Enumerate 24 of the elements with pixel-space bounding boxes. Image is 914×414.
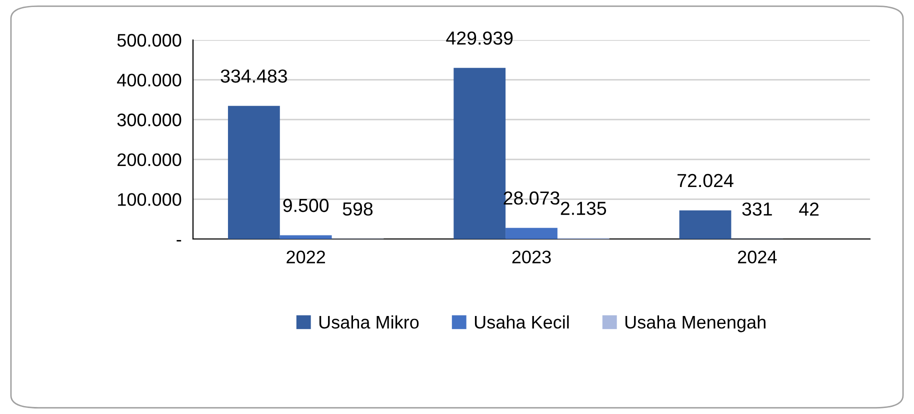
data-label: 331 — [742, 202, 772, 216]
y-tick-label: - — [176, 240, 182, 242]
y-tick-label: 100.000 — [118, 193, 182, 206]
legend-label: Usaha Menengah — [625, 315, 766, 332]
data-label: 72.024 — [678, 174, 734, 188]
bar — [228, 106, 280, 239]
data-label: 334.483 — [220, 69, 287, 83]
y-tick-label: 400.000 — [117, 74, 182, 87]
bar — [280, 235, 332, 239]
legend-label: Usaha Mikro — [319, 315, 419, 329]
data-label: 42 — [799, 202, 819, 216]
data-label: 2.135 — [560, 202, 606, 215]
x-tick-label: 2022 — [286, 250, 326, 264]
y-tick-label: 300.000 — [117, 114, 182, 126]
x-tick-label: 2024 — [738, 250, 777, 264]
data-label: 9.500 — [283, 198, 329, 212]
y-tick-label: 500.000 — [117, 34, 182, 47]
data-label: 429.939 — [446, 31, 513, 45]
bar — [506, 228, 558, 239]
legend-label: Usaha Kecil — [474, 315, 569, 329]
data-label: 598 — [342, 202, 373, 216]
bar — [679, 210, 732, 239]
y-tick-label: 200.000 — [118, 153, 182, 166]
x-tick-label: 2023 — [512, 250, 551, 264]
